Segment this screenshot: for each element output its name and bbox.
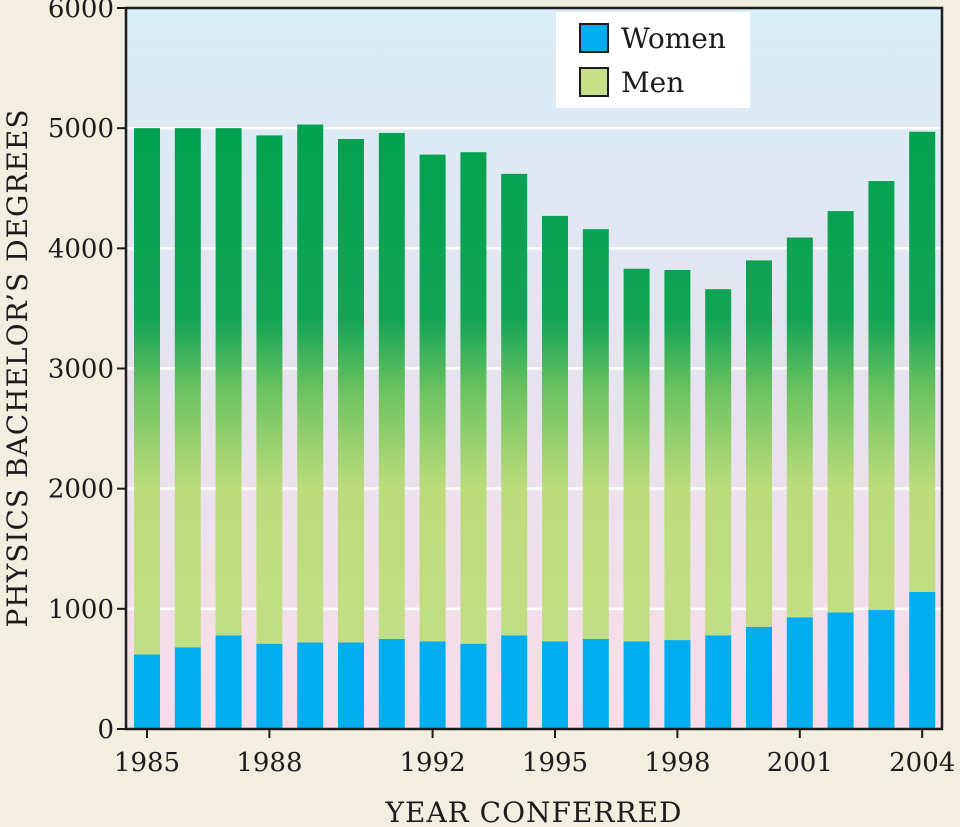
y-axis-ticks: 0 1000 2000 3000 4000 5000 6000 [48,0,126,745]
bar-women-2000 [746,626,772,729]
legend-label-men: Men [621,66,684,99]
legend-swatch-women [579,23,609,53]
bar-men-1993 [460,152,487,644]
bar-women-1987 [215,635,242,729]
legend: Women Men [556,12,750,108]
bar-men-1996 [582,229,609,639]
bar-men-1985 [134,128,160,655]
bar-women-2004 [909,592,936,729]
legend-swatch-men [579,67,609,97]
x-tick-label: 1992 [400,748,466,778]
bar-men-2003 [868,181,895,611]
bar-men-1986 [174,128,201,648]
bar-women-1985 [134,654,160,729]
y-tick-label: 2000 [48,475,114,505]
y-tick-label: 1000 [48,595,114,625]
x-tick-label: 1995 [522,748,588,778]
bar-women-1989 [297,642,324,729]
x-axis-ticks: 1985 1988 1992 1995 1998 2001 2004 [114,729,955,778]
bar-men-1987 [215,128,242,636]
bar-women-2003 [868,610,895,729]
bar-men-1988 [256,135,283,644]
bar-men-1991 [378,132,405,639]
x-tick-label: 1985 [114,748,180,778]
x-tick-label: 2001 [767,748,833,778]
bar-women-1997 [623,641,650,729]
bar-men-2002 [827,211,854,613]
y-axis-title: PHYSICS BACHELOR’S DEGREES [1,108,34,627]
bar-men-1992 [419,154,446,642]
bar-women-1999 [705,635,732,729]
y-tick-label: 3000 [48,355,114,385]
bars [134,124,936,729]
y-tick-label: 5000 [48,114,114,144]
x-tick-label: 2004 [889,748,955,778]
bar-women-1988 [256,643,283,729]
y-tick-label: 6000 [48,0,114,24]
bar-women-2002 [827,612,854,729]
x-tick-label: 1988 [236,748,302,778]
bar-men-2004 [909,131,936,593]
legend-label-women: Women [621,22,726,55]
bar-women-2001 [786,617,813,729]
bar-men-1990 [338,138,364,643]
x-axis-title: YEAR CONFERRED [385,796,683,827]
bar-men-1994 [501,173,528,636]
bar-women-1992 [419,641,446,729]
bar-women-1995 [542,641,568,729]
bar-men-1989 [297,124,324,643]
bar-women-1993 [460,643,487,729]
bar-women-1986 [174,647,201,729]
y-tick-label: 4000 [48,234,114,264]
bar-men-2001 [786,237,813,618]
x-tick-label: 1998 [644,748,710,778]
bar-women-1990 [338,642,364,729]
y-tick-label: 0 [97,715,114,745]
bar-men-1997 [623,268,650,642]
bar-women-1998 [664,640,691,729]
bar-men-1998 [664,269,691,641]
bar-women-1996 [582,638,609,729]
bar-women-1991 [378,638,405,729]
bar-women-1994 [501,635,528,729]
bar-men-1999 [705,289,732,636]
bar-men-1995 [542,215,568,642]
bar-men-2000 [746,260,772,627]
